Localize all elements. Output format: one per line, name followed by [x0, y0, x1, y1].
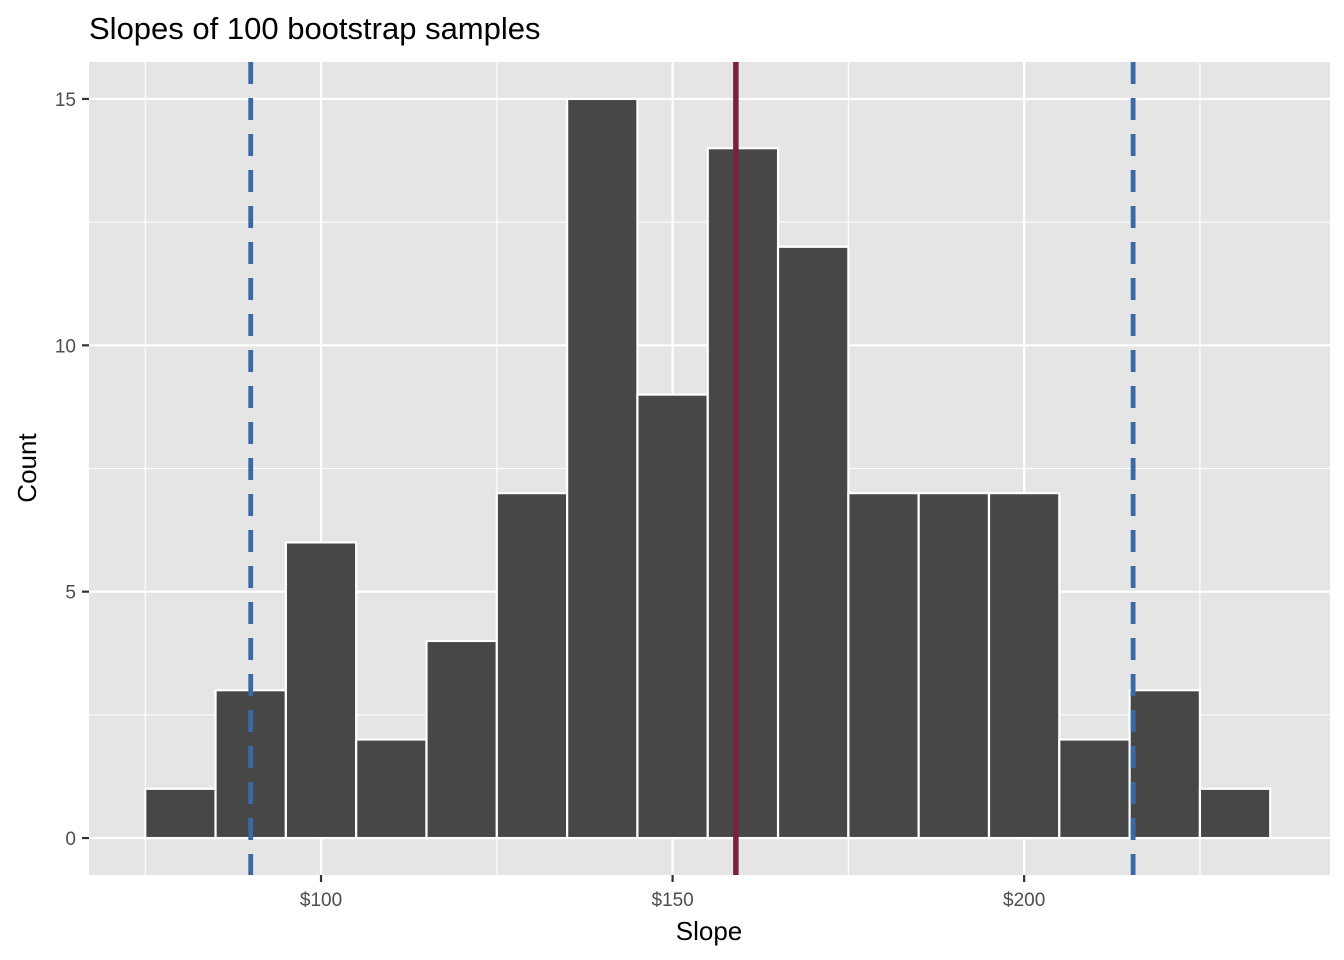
- histogram-bar: [917, 492, 991, 840]
- histogram-bar: [1198, 787, 1272, 840]
- histogram-bar: [425, 639, 498, 840]
- histogram-bar: [706, 147, 780, 840]
- histogram-bar: [355, 738, 428, 840]
- histogram-bar: [1128, 689, 1202, 840]
- histogram-bar: [495, 492, 569, 840]
- histogram-bar: [144, 787, 217, 840]
- x-axis-title: Slope: [676, 916, 743, 946]
- reference-lines: [248, 62, 1136, 875]
- y-axis-title: Count: [12, 433, 42, 503]
- y-tick-label: 5: [65, 583, 76, 604]
- histogram-bar: [1058, 738, 1131, 840]
- x-tick-label: $200: [1003, 890, 1045, 911]
- y-axis: 0 5 10 15: [55, 90, 89, 850]
- x-axis: $100 $150 $200: [300, 875, 1045, 911]
- histogram-bar: [847, 492, 920, 840]
- x-tick-label: $150: [651, 890, 693, 911]
- chart-title: Slopes of 100 bootstrap samples: [89, 11, 541, 46]
- histogram-bar: [284, 541, 358, 840]
- histogram-bar: [636, 393, 709, 840]
- x-tick-label: $100: [300, 890, 342, 911]
- y-tick-label: 0: [65, 829, 76, 850]
- histogram-bar: [987, 492, 1061, 840]
- histogram-bar: [566, 97, 639, 840]
- histogram-bar: [776, 245, 850, 840]
- y-tick-label: 15: [55, 90, 76, 111]
- y-tick-label: 10: [55, 336, 76, 357]
